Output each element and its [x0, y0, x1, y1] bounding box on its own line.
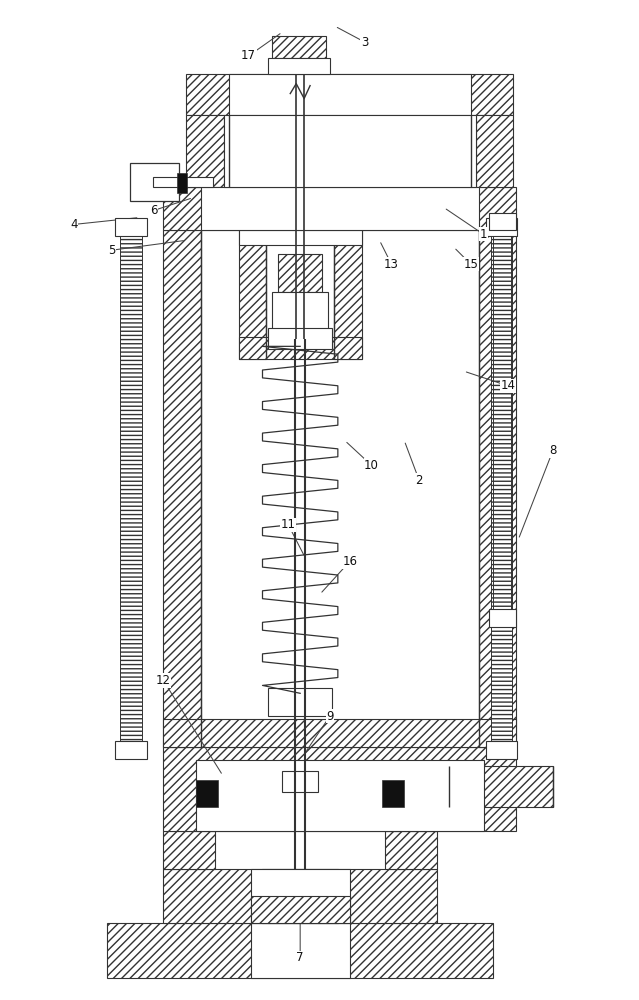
Bar: [239, 780, 362, 807]
Bar: [229, 74, 471, 115]
Bar: [115, 741, 146, 759]
Bar: [489, 609, 516, 627]
Text: 12: 12: [156, 674, 171, 687]
Text: 10: 10: [364, 459, 379, 472]
Text: 13: 13: [384, 258, 399, 271]
Bar: [268, 328, 332, 349]
Text: 5: 5: [108, 244, 116, 257]
Bar: [479, 230, 516, 747]
Bar: [164, 831, 215, 869]
Text: 16: 16: [343, 555, 357, 568]
Bar: [196, 760, 484, 831]
Bar: [279, 254, 322, 292]
Bar: [486, 741, 517, 759]
Text: 7: 7: [296, 951, 304, 964]
Bar: [196, 780, 218, 807]
Text: 15: 15: [463, 258, 478, 271]
Bar: [385, 831, 437, 869]
Bar: [239, 230, 266, 359]
Bar: [282, 771, 318, 792]
Bar: [224, 115, 475, 187]
Bar: [250, 923, 350, 978]
Bar: [115, 218, 146, 236]
Bar: [334, 230, 362, 359]
Text: 17: 17: [241, 49, 256, 62]
Bar: [164, 187, 516, 230]
Bar: [493, 229, 511, 614]
Bar: [250, 869, 350, 923]
Bar: [239, 337, 362, 359]
Text: 3: 3: [361, 36, 368, 49]
Bar: [250, 896, 350, 923]
Bar: [107, 923, 493, 978]
Bar: [164, 719, 516, 747]
Bar: [201, 187, 479, 230]
Bar: [119, 230, 142, 747]
Text: 4: 4: [70, 218, 78, 231]
Bar: [164, 869, 437, 923]
Bar: [153, 177, 213, 187]
Bar: [239, 230, 362, 245]
Bar: [491, 230, 512, 747]
Bar: [489, 213, 516, 230]
Text: 6: 6: [150, 204, 157, 217]
Bar: [186, 74, 513, 115]
Bar: [186, 115, 224, 187]
Bar: [164, 747, 516, 831]
Bar: [383, 780, 404, 807]
Bar: [177, 173, 187, 193]
Bar: [272, 36, 326, 58]
Bar: [268, 688, 332, 716]
Bar: [272, 292, 328, 329]
Text: 11: 11: [281, 518, 296, 531]
Bar: [130, 163, 179, 201]
Bar: [268, 58, 330, 74]
Text: 8: 8: [550, 444, 557, 457]
Bar: [475, 115, 513, 187]
Bar: [263, 869, 338, 923]
Text: 2: 2: [415, 474, 423, 487]
Bar: [449, 766, 553, 807]
Text: 1: 1: [480, 228, 488, 241]
Bar: [164, 230, 201, 747]
Bar: [486, 218, 517, 236]
Text: 14: 14: [501, 379, 516, 392]
Text: 9: 9: [326, 710, 334, 723]
